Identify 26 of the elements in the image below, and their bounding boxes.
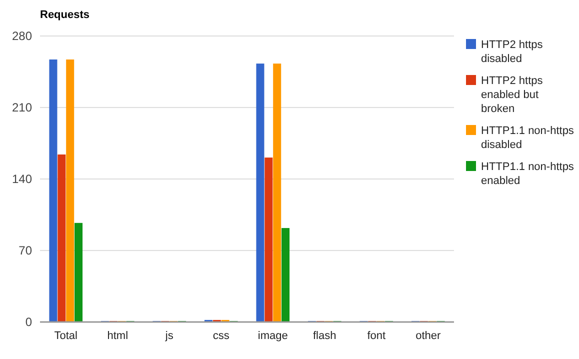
y-tick-label: 140	[12, 172, 32, 186]
x-tick-label: css	[212, 330, 230, 342]
y-tick-label: 70	[18, 244, 32, 258]
bar	[282, 228, 290, 322]
x-tick-label: flash	[313, 330, 336, 342]
legend-label: HTTP1.1 non-https enabled	[481, 161, 574, 187]
bar	[49, 59, 58, 322]
x-tick-label: js	[164, 330, 174, 342]
x-tick-label: font	[367, 330, 386, 342]
bar	[66, 59, 74, 322]
legend-label: HTTP2 https enabled but broken	[481, 75, 544, 115]
legend-label: HTTP1.1 non-https disabled	[481, 125, 574, 151]
bar	[264, 158, 273, 322]
x-tick-label: image	[258, 330, 288, 342]
y-tick-label: 0	[25, 315, 32, 329]
bar	[74, 222, 83, 322]
x-tick-label: other	[416, 330, 441, 342]
x-tick-label: html	[107, 330, 128, 342]
y-tick-label: 210	[12, 100, 32, 114]
chart-title: Requests	[40, 9, 90, 21]
bar	[58, 154, 66, 322]
bar	[273, 64, 282, 322]
x-tick-label: Total	[54, 330, 78, 342]
bar	[256, 64, 264, 322]
y-tick-label: 280	[12, 29, 32, 43]
legend-label: HTTP2 https disabled	[481, 39, 544, 65]
